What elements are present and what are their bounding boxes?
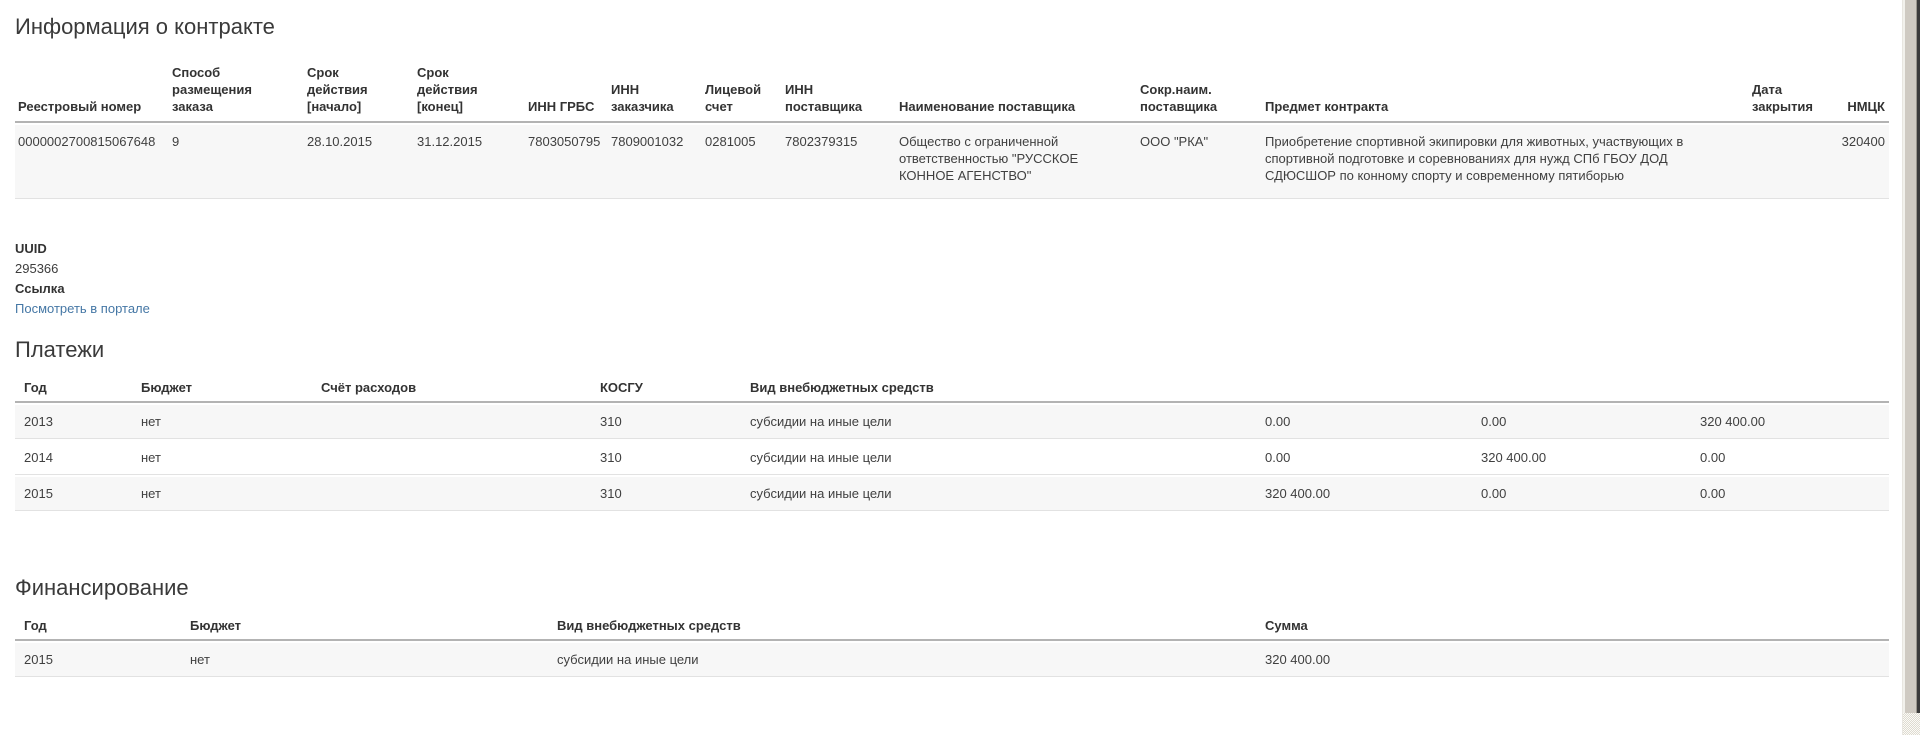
cell-budget: нет bbox=[132, 477, 312, 511]
cell-year: 2013 bbox=[15, 405, 132, 439]
cell-budget: нет bbox=[132, 405, 312, 439]
cell-contract-subject: Приобретение спортивной экипировки для ж… bbox=[1262, 125, 1749, 199]
cell-year: 2015 bbox=[15, 643, 181, 677]
cell-amount-2: 320 400.00 bbox=[1472, 441, 1691, 475]
cell-year: 2014 bbox=[15, 441, 132, 475]
link-label: Ссылка bbox=[15, 281, 65, 296]
header-contract-subject: Предмет контракта bbox=[1262, 56, 1749, 123]
cell-placement-method: 9 bbox=[169, 125, 304, 199]
cell-sum: 320 400.00 bbox=[1256, 643, 1889, 677]
financing-section-title: Финансирование bbox=[15, 575, 189, 600]
cell-amount-2: 0.00 bbox=[1472, 405, 1691, 439]
cell-amount-1: 0.00 bbox=[1256, 405, 1472, 439]
payments-header-row: Год Бюджет Счёт расходов КОСГУ Вид внебю… bbox=[15, 377, 1889, 403]
financing-header-row: Год Бюджет Вид внебюджетных средств Сумм… bbox=[15, 615, 1889, 641]
uuid-value: 295366 bbox=[15, 261, 59, 276]
cell-inn-grbs: 7803050795 bbox=[525, 125, 608, 199]
portal-link[interactable]: Посмотреть в портале bbox=[15, 301, 150, 316]
payments-row-2015: 2015 нет 310 субсидии на иные цели 320 4… bbox=[15, 477, 1889, 511]
cell-amount-3: 0.00 bbox=[1691, 441, 1889, 475]
header-validity-end: Срок действия [конец] bbox=[414, 56, 525, 123]
cell-expense-account bbox=[312, 477, 591, 511]
header-validity-start: Срок действия [начало] bbox=[304, 56, 414, 123]
cell-supplier-name: Общество с ограниченной ответственностью… bbox=[896, 125, 1137, 199]
cell-closing-date bbox=[1749, 125, 1834, 199]
payments-section-title: Платежи bbox=[15, 337, 105, 362]
contract-header-row: Реестровый номер Способ размещения заказ… bbox=[15, 56, 1889, 123]
cell-kosgu: 310 bbox=[591, 441, 741, 475]
financing-row-2015: 2015 нет субсидии на иные цели 320 400.0… bbox=[15, 643, 1889, 677]
cell-extrabudget-type: субсидии на иные цели bbox=[741, 441, 1256, 475]
scrollbar-thumb[interactable] bbox=[1903, 0, 1920, 713]
header-inn-customer: ИНН заказчика bbox=[608, 56, 702, 123]
cell-year: 2015 bbox=[15, 477, 132, 511]
cell-amount-3: 0.00 bbox=[1691, 477, 1889, 511]
cell-extrabudget-type: субсидии на иные цели bbox=[741, 405, 1256, 439]
header-amount-1 bbox=[1256, 377, 1472, 403]
vertical-scrollbar[interactable] bbox=[1902, 0, 1920, 735]
header-year: Год bbox=[15, 377, 132, 403]
cell-inn-customer: 7809001032 bbox=[608, 125, 702, 199]
cell-inn-supplier: 7802379315 bbox=[782, 125, 896, 199]
cell-budget: нет bbox=[181, 643, 548, 677]
cell-amount-1: 0.00 bbox=[1256, 441, 1472, 475]
header-sum: Сумма bbox=[1256, 615, 1889, 641]
cell-personal-account: 0281005 bbox=[702, 125, 782, 199]
payments-row-2013: 2013 нет 310 субсидии на иные цели 0.00 … bbox=[15, 405, 1889, 439]
header-personal-account: Лицевой счет bbox=[702, 56, 782, 123]
cell-registry-number: 0000002700815067648 bbox=[15, 125, 169, 199]
header-inn-grbs: ИНН ГРБС bbox=[525, 56, 608, 123]
payments-row-2014: 2014 нет 310 субсидии на иные цели 0.00 … bbox=[15, 441, 1889, 475]
header-closing-date: Дата закрытия bbox=[1749, 56, 1834, 123]
contract-section-title: Информация о контракте bbox=[15, 14, 275, 39]
header-expense-account: Счёт расходов bbox=[312, 377, 591, 403]
header-budget: Бюджет bbox=[181, 615, 548, 641]
header-budget: Бюджет bbox=[132, 377, 312, 403]
header-amount-3 bbox=[1691, 377, 1889, 403]
cell-amount-3: 320 400.00 bbox=[1691, 405, 1889, 439]
header-year: Год bbox=[15, 615, 181, 641]
contract-table: Реестровый номер Способ размещения заказ… bbox=[15, 54, 1889, 201]
header-extrabudget-type: Вид внебюджетных средств bbox=[548, 615, 1256, 641]
payments-table: Год Бюджет Счёт расходов КОСГУ Вид внебю… bbox=[15, 375, 1889, 513]
header-supplier-short-name: Сокр.наим. поставщика bbox=[1137, 56, 1262, 123]
header-nmck: НМЦК bbox=[1834, 56, 1889, 123]
cell-kosgu: 310 bbox=[591, 405, 741, 439]
uuid-label: UUID bbox=[15, 241, 47, 256]
header-amount-2 bbox=[1472, 377, 1691, 403]
cell-supplier-short-name: ООО "РКА" bbox=[1137, 125, 1262, 199]
cell-extrabudget-type: субсидии на иные цели bbox=[741, 477, 1256, 511]
cell-expense-account bbox=[312, 441, 591, 475]
details-block: UUID 295366 Ссылка Посмотреть в портале bbox=[15, 239, 1889, 319]
page-content: Информация о контракте Реестровый номер … bbox=[15, 14, 1889, 679]
cell-extrabudget-type: субсидии на иные цели bbox=[548, 643, 1256, 677]
cell-budget: нет bbox=[132, 441, 312, 475]
header-registry-number: Реестровый номер bbox=[15, 56, 169, 123]
header-kosgu: КОСГУ bbox=[591, 377, 741, 403]
header-inn-supplier: ИНН поставщика bbox=[782, 56, 896, 123]
cell-nmck: 320400 bbox=[1834, 125, 1889, 199]
header-placement-method: Способ размещения заказа bbox=[169, 56, 304, 123]
header-supplier-name: Наименование поставщика bbox=[896, 56, 1137, 123]
cell-expense-account bbox=[312, 405, 591, 439]
cell-kosgu: 310 bbox=[591, 477, 741, 511]
contract-row: 0000002700815067648 9 28.10.2015 31.12.2… bbox=[15, 125, 1889, 199]
cell-validity-start: 28.10.2015 bbox=[304, 125, 414, 199]
cell-validity-end: 31.12.2015 bbox=[414, 125, 525, 199]
cell-amount-2: 0.00 bbox=[1472, 477, 1691, 511]
financing-table: Год Бюджет Вид внебюджетных средств Сумм… bbox=[15, 613, 1889, 679]
cell-amount-1: 320 400.00 bbox=[1256, 477, 1472, 511]
header-extrabudget-type: Вид внебюджетных средств bbox=[741, 377, 1256, 403]
